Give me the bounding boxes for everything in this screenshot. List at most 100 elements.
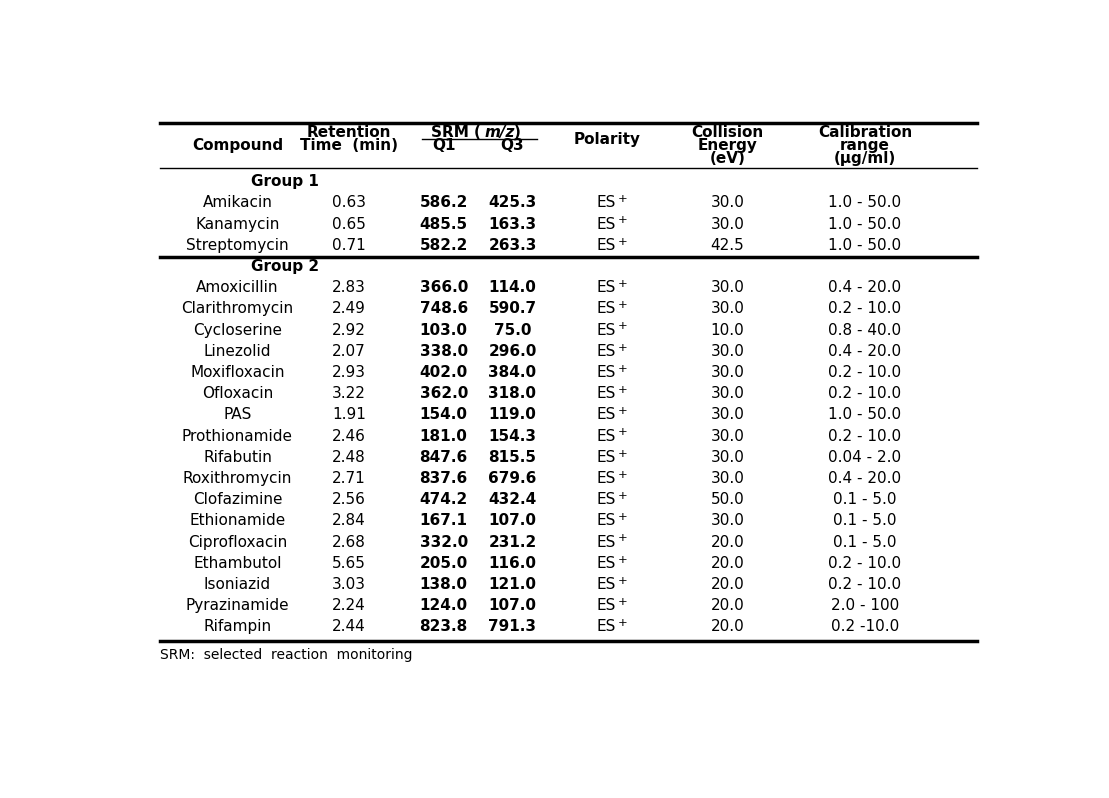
Text: 679.6: 679.6	[488, 471, 537, 486]
Text: ES: ES	[597, 408, 617, 422]
Text: 231.2: 231.2	[488, 535, 537, 550]
Text: 30.0: 30.0	[711, 216, 744, 231]
Text: 0.1 - 5.0: 0.1 - 5.0	[833, 535, 897, 550]
Text: 167.1: 167.1	[419, 513, 468, 528]
Text: 2.71: 2.71	[333, 471, 366, 486]
Text: 366.0: 366.0	[419, 280, 468, 295]
Text: Cycloserine: Cycloserine	[193, 322, 282, 338]
Text: Energy: Energy	[698, 138, 757, 153]
Text: 30.0: 30.0	[711, 302, 744, 316]
Text: 0.2 -10.0: 0.2 -10.0	[831, 619, 899, 634]
Text: 30.0: 30.0	[711, 280, 744, 295]
Text: 318.0: 318.0	[488, 386, 537, 401]
Text: 590.7: 590.7	[488, 302, 537, 316]
Text: 138.0: 138.0	[419, 577, 468, 592]
Text: 586.2: 586.2	[419, 196, 468, 211]
Text: 1.0 - 50.0: 1.0 - 50.0	[828, 408, 902, 422]
Text: Kanamycin: Kanamycin	[195, 216, 279, 231]
Text: 837.6: 837.6	[419, 471, 468, 486]
Text: +: +	[618, 364, 628, 373]
Text: 2.83: 2.83	[333, 280, 366, 295]
Text: 154.3: 154.3	[488, 429, 537, 444]
Text: 50.0: 50.0	[711, 492, 744, 508]
Text: Amikacin: Amikacin	[203, 196, 273, 211]
Text: 119.0: 119.0	[489, 408, 537, 422]
Text: Ethambutol: Ethambutol	[193, 555, 282, 571]
Text: +: +	[618, 470, 628, 480]
Text: Collision: Collision	[691, 125, 763, 140]
Text: 30.0: 30.0	[711, 429, 744, 444]
Text: +: +	[618, 300, 628, 310]
Text: Rifampin: Rifampin	[203, 619, 272, 634]
Text: Ofloxacin: Ofloxacin	[202, 386, 273, 401]
Text: (μg/ml): (μg/ml)	[834, 151, 896, 166]
Text: 30.0: 30.0	[711, 450, 744, 464]
Text: ES: ES	[597, 344, 617, 359]
Text: Rifabutin: Rifabutin	[203, 450, 272, 464]
Text: 0.4 - 20.0: 0.4 - 20.0	[828, 471, 902, 486]
Text: ES: ES	[597, 196, 617, 211]
Text: Streptomycin: Streptomycin	[186, 238, 288, 253]
Text: Ciprofloxacin: Ciprofloxacin	[187, 535, 287, 550]
Text: ES: ES	[597, 280, 617, 295]
Text: 3.22: 3.22	[333, 386, 366, 401]
Text: 2.24: 2.24	[333, 598, 366, 613]
Text: ES: ES	[597, 450, 617, 464]
Text: 114.0: 114.0	[489, 280, 537, 295]
Text: PAS: PAS	[223, 408, 252, 422]
Text: m/z: m/z	[485, 125, 516, 140]
Text: Polarity: Polarity	[573, 132, 641, 147]
Text: 181.0: 181.0	[420, 429, 468, 444]
Text: 1.0 - 50.0: 1.0 - 50.0	[828, 216, 902, 231]
Text: +: +	[618, 215, 628, 225]
Text: ): )	[515, 125, 521, 140]
Text: 2.92: 2.92	[333, 322, 366, 338]
Text: Roxithromycin: Roxithromycin	[183, 471, 292, 486]
Text: Moxifloxacin: Moxifloxacin	[191, 365, 285, 380]
Text: 103.0: 103.0	[419, 322, 468, 338]
Text: ES: ES	[597, 216, 617, 231]
Text: Prothionamide: Prothionamide	[182, 429, 293, 444]
Text: 1.0 - 50.0: 1.0 - 50.0	[828, 196, 902, 211]
Text: 0.65: 0.65	[333, 216, 366, 231]
Text: 124.0: 124.0	[419, 598, 468, 613]
Text: 2.68: 2.68	[333, 535, 366, 550]
Text: 30.0: 30.0	[711, 386, 744, 401]
Text: +: +	[618, 237, 628, 247]
Text: +: +	[618, 448, 628, 459]
Text: ES: ES	[597, 619, 617, 634]
Text: 116.0: 116.0	[488, 555, 537, 571]
Text: 2.56: 2.56	[333, 492, 366, 508]
Text: 20.0: 20.0	[711, 535, 744, 550]
Text: 0.63: 0.63	[333, 196, 366, 211]
Text: ES: ES	[597, 492, 617, 508]
Text: 263.3: 263.3	[488, 238, 537, 253]
Text: 0.2 - 10.0: 0.2 - 10.0	[828, 386, 902, 401]
Text: 121.0: 121.0	[488, 577, 537, 592]
Text: 0.4 - 20.0: 0.4 - 20.0	[828, 344, 902, 359]
Text: Calibration: Calibration	[817, 125, 912, 140]
Text: 791.3: 791.3	[488, 619, 537, 634]
Text: 0.2 - 10.0: 0.2 - 10.0	[828, 365, 902, 380]
Text: +: +	[618, 555, 628, 565]
Text: 582.2: 582.2	[419, 238, 468, 253]
Text: 75.0: 75.0	[494, 322, 531, 338]
Text: 296.0: 296.0	[488, 344, 537, 359]
Text: Retention: Retention	[307, 125, 391, 140]
Text: +: +	[618, 342, 628, 353]
Text: 107.0: 107.0	[488, 513, 537, 528]
Text: Group 2: Group 2	[251, 259, 318, 274]
Text: 402.0: 402.0	[419, 365, 468, 380]
Text: 0.2 - 10.0: 0.2 - 10.0	[828, 577, 902, 592]
Text: 30.0: 30.0	[711, 513, 744, 528]
Text: ES: ES	[597, 577, 617, 592]
Text: 2.48: 2.48	[333, 450, 366, 464]
Text: 10.0: 10.0	[711, 322, 744, 338]
Text: 384.0: 384.0	[488, 365, 537, 380]
Text: 815.5: 815.5	[488, 450, 537, 464]
Text: +: +	[618, 491, 628, 501]
Text: 0.04 - 2.0: 0.04 - 2.0	[828, 450, 902, 464]
Text: 30.0: 30.0	[711, 344, 744, 359]
Text: Pyrazinamide: Pyrazinamide	[185, 598, 289, 613]
Text: (eV): (eV)	[710, 151, 745, 166]
